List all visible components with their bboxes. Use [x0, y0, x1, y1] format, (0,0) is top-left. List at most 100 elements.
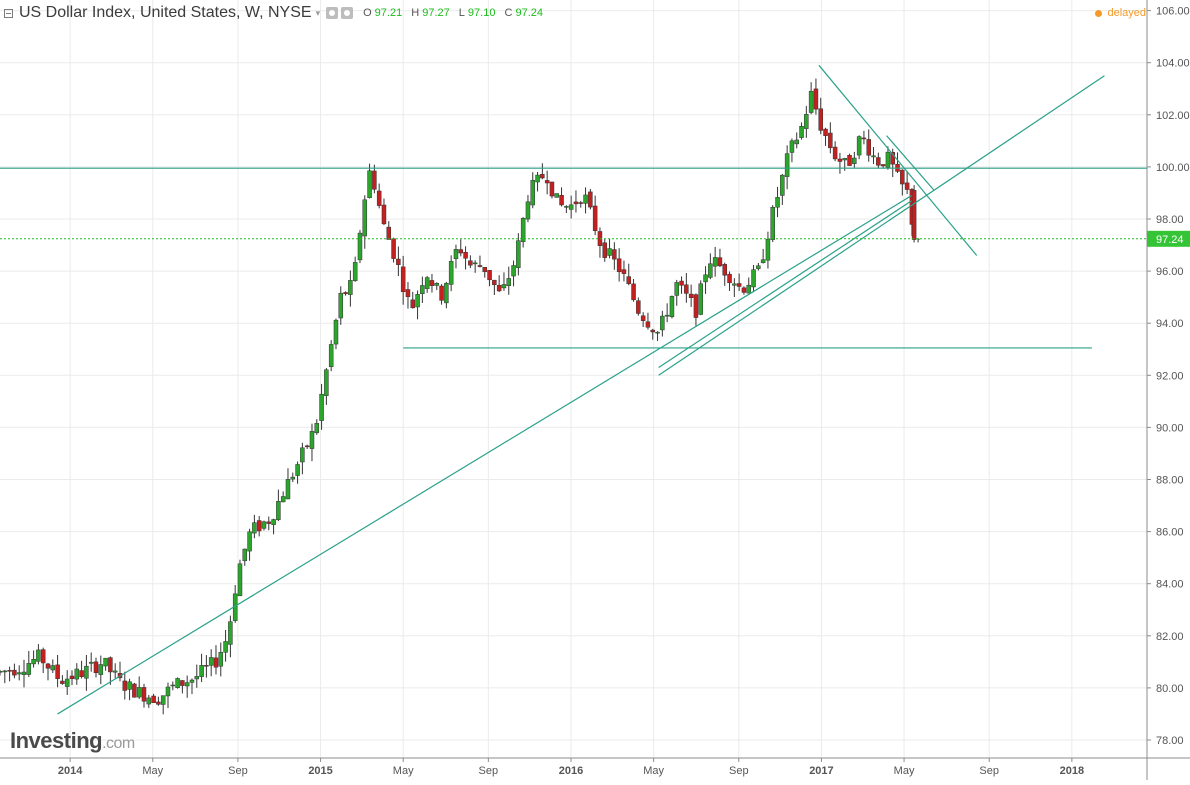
- candle-up: [712, 257, 718, 267]
- candle-up: [794, 139, 799, 145]
- settings-icon[interactable]: [326, 7, 339, 19]
- x-tick-label: May: [894, 765, 915, 777]
- candle-up: [276, 501, 281, 521]
- candle-up: [309, 431, 315, 449]
- x-tick-label: May: [393, 765, 414, 777]
- trendlines: [0, 64, 1147, 715]
- candle-down: [861, 137, 867, 140]
- y-tick-label: 82.00: [1156, 631, 1184, 643]
- candle-up: [21, 671, 27, 675]
- candle-down: [180, 680, 185, 686]
- candle-down: [400, 266, 406, 293]
- candle-down: [391, 238, 396, 259]
- candle-down: [69, 675, 75, 679]
- candle-up: [127, 681, 132, 690]
- candle-up: [760, 259, 766, 263]
- instrument-title[interactable]: US Dollar Index, United States, W, NYSE: [19, 4, 312, 21]
- candle-up: [535, 174, 540, 183]
- candle-down: [616, 258, 622, 273]
- candle-down: [736, 283, 742, 287]
- candle-down: [588, 191, 593, 208]
- candle-down: [45, 663, 51, 669]
- candle-up: [415, 294, 420, 308]
- high-value: 97.27: [422, 7, 450, 19]
- candle-up: [765, 238, 771, 261]
- candle-up: [252, 522, 257, 534]
- candle-up: [453, 249, 459, 260]
- candle-up: [917, 238, 921, 240]
- candle-down: [256, 520, 262, 532]
- candle-down: [204, 665, 209, 667]
- candle-up: [525, 201, 531, 220]
- candle-up: [444, 282, 449, 304]
- candle-up: [88, 661, 94, 664]
- last-price-label: 97.24: [1156, 234, 1184, 246]
- candle-up: [261, 521, 267, 529]
- candle-up: [367, 170, 372, 198]
- candle-down: [79, 670, 84, 677]
- candle-down: [266, 521, 272, 524]
- candle-up: [26, 663, 32, 675]
- candle-up: [511, 265, 516, 277]
- candle-up: [208, 657, 214, 666]
- candle-up: [50, 665, 56, 671]
- candle-up: [434, 283, 440, 286]
- x-tick-label: Sep: [228, 765, 248, 777]
- chevron-down-icon[interactable]: ▾: [315, 7, 321, 18]
- y-tick-label: 80.00: [1156, 683, 1184, 695]
- candle-up: [0, 671, 3, 673]
- candle-down: [40, 649, 46, 664]
- candle-up: [112, 670, 118, 673]
- candle-up: [789, 140, 795, 153]
- trendline: [886, 135, 935, 191]
- candle-up: [36, 649, 41, 662]
- candle-up: [362, 199, 368, 237]
- candle-up: [64, 678, 70, 687]
- gear-icon[interactable]: [341, 7, 354, 19]
- x-tick-label: Sep: [979, 765, 999, 777]
- candle-up: [808, 90, 814, 113]
- collapse-icon[interactable]: [4, 8, 13, 18]
- candle-up: [228, 621, 233, 645]
- candle-down: [463, 252, 468, 259]
- trendline: [818, 64, 978, 256]
- investing-logo[interactable]: Investing.com: [10, 728, 135, 754]
- trendline: [57, 195, 912, 715]
- candle-down: [477, 265, 483, 267]
- candle-up: [660, 315, 665, 331]
- candle-down: [722, 264, 727, 276]
- candles: [0, 78, 921, 715]
- candle-up: [16, 672, 22, 675]
- candle-down: [544, 180, 550, 184]
- candle-up: [314, 423, 320, 434]
- candle-down: [540, 173, 545, 179]
- candle-down: [631, 283, 636, 301]
- close-key: C: [504, 7, 513, 19]
- candle-up: [751, 269, 756, 288]
- close-value: 97.24: [515, 7, 543, 19]
- candle-up: [564, 206, 569, 208]
- data-status: delayed: [1095, 7, 1146, 19]
- low-value: 97.10: [467, 7, 496, 19]
- candle-up: [194, 676, 200, 680]
- chart-header: US Dollar Index, United States, W, NYSE …: [4, 3, 549, 23]
- x-tick-label: 2016: [559, 765, 583, 777]
- candle-up: [655, 331, 660, 334]
- candle-up: [218, 652, 224, 667]
- candle-up: [501, 284, 507, 289]
- y-tick-label: 90.00: [1156, 422, 1184, 434]
- candle-down: [213, 657, 219, 668]
- candle-up: [199, 665, 204, 677]
- candle-up: [74, 668, 80, 680]
- candle-down: [837, 158, 843, 162]
- candle-down: [376, 190, 382, 206]
- candle-down: [458, 249, 464, 254]
- candle-up: [223, 641, 228, 653]
- candle-down: [612, 249, 617, 260]
- candle-up: [780, 174, 785, 196]
- candle-up: [842, 158, 847, 161]
- candle-down: [866, 139, 871, 156]
- candle-down: [156, 701, 161, 705]
